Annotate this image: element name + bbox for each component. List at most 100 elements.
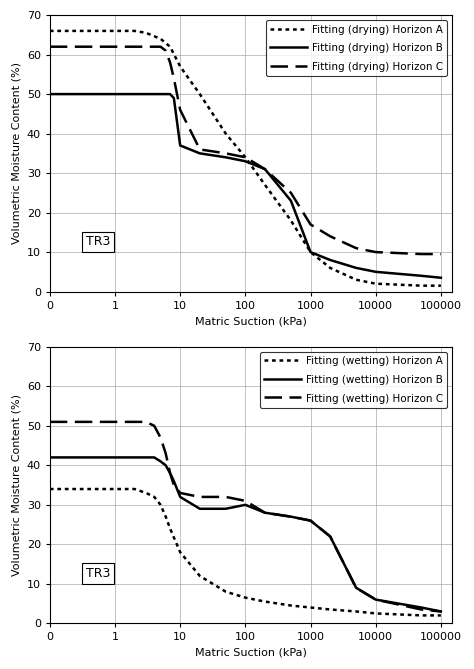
Fitting (wetting) Horizon A [177, 548, 183, 556]
Fitting (drying) Horizon C [328, 232, 333, 240]
X-axis label: Matric Suction (kPa): Matric Suction (kPa) [195, 648, 307, 658]
Fitting (drying) Horizon B [47, 90, 53, 98]
Fitting (drying) Horizon C [197, 145, 203, 153]
Fitting (wetting) Horizon B [177, 493, 183, 501]
Fitting (drying) Horizon C [262, 165, 268, 173]
Fitting (wetting) Horizon C [92, 418, 98, 426]
Fitting (wetting) Horizon A [419, 611, 424, 619]
Fitting (drying) Horizon B [288, 197, 294, 205]
Fitting (wetting) Horizon B [288, 512, 294, 520]
Fitting (drying) Horizon B [419, 272, 424, 280]
Fitting (wetting) Horizon A [353, 607, 359, 615]
Fitting (wetting) Horizon B [328, 533, 333, 541]
Fitting (drying) Horizon C [308, 220, 313, 228]
Fitting (wetting) Horizon C [438, 607, 444, 615]
Fitting (drying) Horizon C [92, 43, 98, 51]
Line: Fitting (drying) Horizon C: Fitting (drying) Horizon C [50, 47, 441, 254]
Fitting (wetting) Horizon A [243, 593, 248, 601]
Legend: Fitting (wetting) Horizon A, Fitting (wetting) Horizon B, Fitting (wetting) Hori: Fitting (wetting) Horizon A, Fitting (we… [260, 352, 447, 407]
Fitting (wetting) Horizon A [167, 524, 173, 533]
Fitting (drying) Horizon A [92, 27, 98, 35]
Line: Fitting (drying) Horizon B: Fitting (drying) Horizon B [50, 94, 441, 278]
Fitting (drying) Horizon C [47, 43, 53, 51]
Fitting (wetting) Horizon C [197, 493, 203, 501]
Fitting (drying) Horizon C [373, 248, 379, 256]
Y-axis label: Volumetric Moisture Content (%): Volumetric Moisture Content (%) [11, 394, 21, 576]
Fitting (drying) Horizon C [177, 106, 183, 114]
Fitting (wetting) Horizon C [167, 469, 173, 477]
Fitting (wetting) Horizon B [92, 454, 98, 462]
Fitting (drying) Horizon B [92, 90, 98, 98]
Fitting (wetting) Horizon C [353, 584, 359, 592]
Fitting (wetting) Horizon C [177, 489, 183, 497]
Fitting (drying) Horizon C [163, 47, 169, 55]
Fitting (wetting) Horizon C [151, 422, 157, 430]
Fitting (drying) Horizon A [143, 29, 149, 37]
Fitting (drying) Horizon A [177, 62, 183, 70]
Fitting (wetting) Horizon A [47, 485, 53, 493]
X-axis label: Matric Suction (kPa): Matric Suction (kPa) [195, 316, 307, 326]
Fitting (wetting) Horizon A [151, 493, 157, 501]
Fitting (wetting) Horizon B [419, 603, 424, 611]
Fitting (drying) Horizon C [143, 43, 149, 51]
Fitting (wetting) Horizon A [92, 485, 98, 493]
Fitting (wetting) Horizon C [223, 493, 228, 501]
Fitting (drying) Horizon B [132, 90, 137, 98]
Fitting (wetting) Horizon A [132, 485, 137, 493]
Fitting (drying) Horizon A [167, 43, 173, 51]
Fitting (drying) Horizon B [328, 256, 333, 264]
Fitting (wetting) Horizon C [288, 512, 294, 520]
Fitting (drying) Horizon C [167, 58, 173, 66]
Fitting (drying) Horizon A [419, 282, 424, 290]
Fitting (wetting) Horizon B [197, 504, 203, 512]
Line: Fitting (wetting) Horizon B: Fitting (wetting) Horizon B [50, 458, 441, 611]
Fitting (drying) Horizon B [308, 248, 313, 256]
Fitting (wetting) Horizon B [143, 454, 149, 462]
Fitting (drying) Horizon A [262, 181, 268, 189]
Text: TR3: TR3 [86, 567, 110, 580]
Fitting (wetting) Horizon A [158, 501, 164, 509]
Fitting (drying) Horizon B [167, 90, 173, 98]
Fitting (wetting) Horizon B [158, 458, 164, 466]
Fitting (wetting) Horizon B [223, 504, 228, 512]
Fitting (wetting) Horizon B [353, 584, 359, 592]
Fitting (wetting) Horizon B [163, 462, 169, 470]
Fitting (drying) Horizon A [438, 282, 444, 290]
Fitting (drying) Horizon B [223, 153, 228, 161]
Fitting (drying) Horizon B [262, 165, 268, 173]
Fitting (wetting) Horizon C [243, 497, 248, 505]
Fitting (drying) Horizon A [132, 27, 137, 35]
Fitting (drying) Horizon B [143, 90, 149, 98]
Fitting (wetting) Horizon B [151, 454, 157, 462]
Fitting (drying) Horizon B [243, 157, 248, 165]
Fitting (wetting) Horizon C [163, 450, 169, 458]
Fitting (drying) Horizon C [419, 250, 424, 258]
Fitting (drying) Horizon C [223, 149, 228, 157]
Fitting (wetting) Horizon A [438, 611, 444, 619]
Fitting (wetting) Horizon C [262, 508, 268, 516]
Fitting (wetting) Horizon B [308, 516, 313, 524]
Fitting (drying) Horizon B [197, 149, 203, 157]
Fitting (drying) Horizon C [243, 153, 248, 161]
Text: TR3: TR3 [86, 235, 110, 248]
Fitting (drying) Horizon A [243, 153, 248, 161]
Fitting (wetting) Horizon A [288, 601, 294, 609]
Fitting (wetting) Horizon B [132, 454, 137, 462]
Fitting (wetting) Horizon A [373, 609, 379, 617]
Fitting (wetting) Horizon C [171, 481, 177, 489]
Line: Fitting (drying) Horizon A: Fitting (drying) Horizon A [50, 31, 441, 286]
Fitting (wetting) Horizon C [419, 605, 424, 613]
Fitting (drying) Horizon B [353, 264, 359, 272]
Fitting (drying) Horizon C [353, 244, 359, 252]
Fitting (wetting) Horizon B [47, 454, 53, 462]
Fitting (drying) Horizon A [308, 248, 313, 256]
Fitting (wetting) Horizon C [308, 516, 313, 524]
Fitting (wetting) Horizon C [158, 434, 164, 442]
Fitting (wetting) Horizon A [308, 603, 313, 611]
Fitting (drying) Horizon B [112, 90, 118, 98]
Fitting (drying) Horizon A [112, 27, 118, 35]
Fitting (wetting) Horizon A [143, 489, 149, 497]
Fitting (wetting) Horizon A [163, 512, 169, 520]
Fitting (drying) Horizon B [438, 274, 444, 282]
Fitting (drying) Horizon A [47, 27, 53, 35]
